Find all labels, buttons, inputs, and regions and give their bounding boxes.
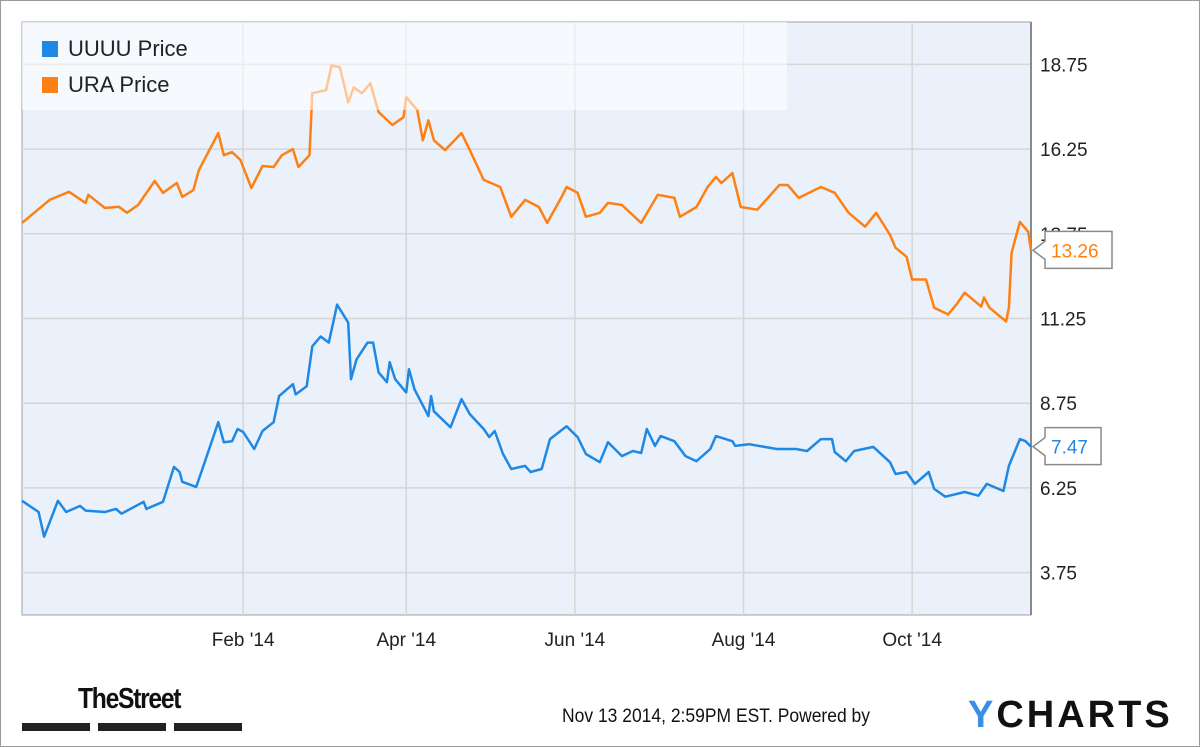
thestreet-logo: TheStreet: [78, 683, 182, 715]
x-tick-label: Aug '14: [712, 630, 776, 651]
legend: UUUU Price URA Price: [22, 22, 787, 110]
y-tick-label: 11.25: [1040, 310, 1086, 331]
last-value-callout-ura: [1031, 230, 1113, 270]
y-tick-label: 6.25: [1040, 479, 1077, 500]
x-tick-label: Feb '14: [212, 630, 275, 651]
series-line-ura: [21, 64, 1033, 323]
legend-swatch-ura: [42, 77, 58, 93]
x-tick-label: Jun '14: [545, 630, 606, 651]
legend-label-ura: URA Price: [68, 72, 170, 97]
y-tick-label: 16.25: [1040, 140, 1088, 161]
y-tick-label: 3.75: [1040, 564, 1077, 585]
last-value-label-ura: 13.26: [1051, 241, 1099, 262]
last-value-callout-uuuu: [1031, 426, 1102, 466]
series-line-uuuu: [21, 303, 1032, 538]
powered-by-label: Powered by: [777, 706, 871, 727]
x-tick-label: Apr '14: [376, 630, 436, 651]
ycharts-logo[interactable]: YCHARTS: [968, 694, 1173, 736]
last-value-label-uuuu: 7.47: [1051, 438, 1088, 459]
y-tick-label: 8.75: [1040, 394, 1077, 415]
legend-label-uuuu: UUUU Price: [68, 36, 188, 61]
legend-item-uuuu[interactable]: UUUU Price: [42, 36, 188, 62]
timestamp-powered-by: Nov 13 2014, 2:59PM EST. Powered by: [562, 706, 870, 728]
legend-item-ura[interactable]: URA Price: [42, 72, 169, 98]
thestreet-logo-bars: [22, 723, 242, 731]
legend-swatch-uuuu: [42, 41, 58, 57]
x-tick-label: Oct '14: [882, 630, 942, 651]
y-tick-label: 18.75: [1040, 55, 1088, 76]
timestamp: Nov 13 2014, 2:59PM EST.: [562, 706, 773, 727]
